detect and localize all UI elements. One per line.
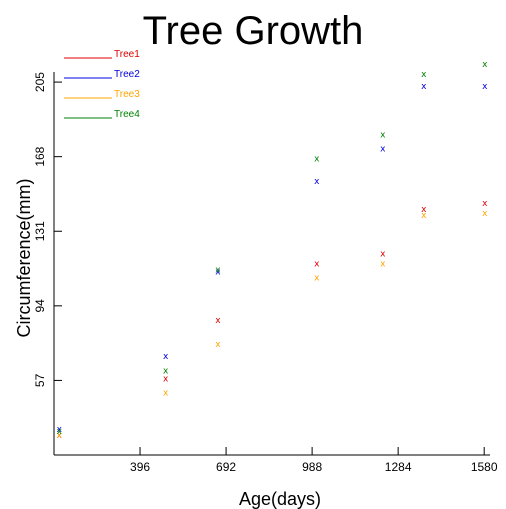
data-point: x <box>314 155 320 165</box>
data-point: x <box>57 431 63 441</box>
data-point: x <box>314 177 320 187</box>
data-point: x <box>215 268 221 278</box>
data-point: x <box>380 130 386 140</box>
axis-ticks: 396 692 988 1284 1580 57 94 131 168 205 <box>33 72 498 474</box>
x-tick-label: 692 <box>216 460 236 474</box>
data-point: x <box>57 425 63 435</box>
x-axis-label: Age(days) <box>239 489 321 509</box>
legend-label: Tree3 <box>114 89 140 100</box>
data-point: x <box>215 340 221 350</box>
data-point: x <box>482 199 488 209</box>
data-point: x <box>314 274 320 284</box>
x-tick-label: 1284 <box>385 460 412 474</box>
data-point: x <box>421 82 427 92</box>
data-point: x <box>215 316 221 326</box>
y-tick-label: 57 <box>33 373 47 387</box>
x-tick-label: 988 <box>302 460 322 474</box>
y-axis-label: Circumference(mm) <box>14 178 34 337</box>
data-point: x <box>215 266 221 276</box>
y-tick-label: 131 <box>33 221 47 241</box>
y-tick-label: 168 <box>33 146 47 166</box>
chart-title: Tree Growth <box>143 9 364 53</box>
data-point: x <box>57 431 63 441</box>
legend-label: Tree2 <box>114 69 140 80</box>
x-tick-label: 1580 <box>471 460 498 474</box>
data-point: x <box>380 145 386 155</box>
data-point: x <box>421 70 427 80</box>
data-point: x <box>421 205 427 215</box>
data-point: x <box>163 352 169 362</box>
axes <box>53 72 490 456</box>
legend: Tree1 Tree2 Tree3 Tree4 <box>64 49 140 120</box>
legend-label: Tree1 <box>114 49 140 60</box>
data-point: x <box>163 389 169 399</box>
data-point: x <box>421 211 427 221</box>
x-tick-label: 396 <box>130 460 150 474</box>
data-point: x <box>163 366 169 376</box>
data-point: x <box>380 249 386 259</box>
y-tick-label: 205 <box>33 72 47 92</box>
y-tick-label: 94 <box>33 299 47 313</box>
data-point: x <box>482 209 488 219</box>
data-point: x <box>482 82 488 92</box>
data-point: x <box>163 374 169 384</box>
legend-label: Tree4 <box>114 109 140 120</box>
data-point: x <box>57 427 63 437</box>
data-point: x <box>380 260 386 270</box>
data-point: x <box>314 260 320 270</box>
data-point: x <box>482 60 488 70</box>
